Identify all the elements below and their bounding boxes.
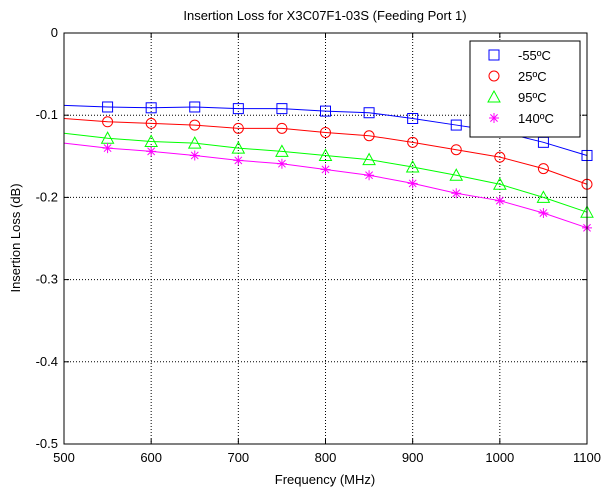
data-point <box>275 144 289 157</box>
axis-ticks <box>63 32 588 445</box>
legend-label: 140ºC <box>518 111 554 126</box>
data-point <box>145 117 157 129</box>
series-3 <box>63 131 594 218</box>
data-point <box>232 122 244 134</box>
x-tick-labels: 500 600 700 800 900 1000 1100 <box>53 450 601 465</box>
data-point <box>189 119 201 131</box>
legend: -55ºC 25ºC 95ºC 140ºC <box>469 40 581 138</box>
data-point <box>537 163 549 175</box>
data-point <box>318 148 333 161</box>
data-point <box>451 188 462 199</box>
y-tick-label: -0.5 <box>36 436 58 451</box>
x-tick-label: 900 <box>402 450 424 465</box>
x-tick-label: 700 <box>227 450 249 465</box>
x-tick-label: 1000 <box>485 450 514 465</box>
x-tick-label: 500 <box>53 450 75 465</box>
data-point <box>364 170 375 181</box>
legend-label: -55ºC <box>518 48 551 63</box>
y-tick-label: 0 <box>51 25 58 40</box>
data-point <box>536 190 551 203</box>
series-2 <box>63 116 593 190</box>
y-tick-label: -0.4 <box>36 354 58 369</box>
y-axis-label: Insertion Loss (dB) <box>8 183 23 292</box>
data-point <box>145 102 157 114</box>
data-point <box>102 143 113 154</box>
legend-label: 25ºC <box>518 69 547 84</box>
data-point <box>449 168 464 181</box>
data-point <box>276 158 287 169</box>
data-point <box>407 136 419 148</box>
data-point <box>187 136 202 149</box>
x-tick-label: 800 <box>315 450 337 465</box>
legend-marker <box>488 70 500 82</box>
data-point <box>189 101 201 113</box>
data-point <box>232 103 244 115</box>
data-point <box>450 144 462 156</box>
legend-marker <box>487 89 501 103</box>
data-point <box>189 150 200 161</box>
data-point <box>102 116 114 128</box>
data-point <box>363 107 375 119</box>
series-line <box>63 132 588 213</box>
x-axis-label: Frequency (MHz) <box>275 472 375 487</box>
y-tick-label: -0.1 <box>36 107 58 122</box>
data-point <box>320 126 331 138</box>
y-tick-labels: 0 -0.1 -0.2 -0.3 -0.4 -0.5 <box>36 25 58 451</box>
data-point <box>233 155 244 166</box>
x-tick-label: 600 <box>140 450 162 465</box>
data-point <box>494 195 505 206</box>
data-point <box>363 130 375 142</box>
y-tick-label: -0.3 <box>36 272 58 287</box>
data-point <box>407 178 418 189</box>
data-point <box>450 119 462 131</box>
data-point <box>538 208 549 219</box>
data-point <box>362 152 376 166</box>
chart-title: Insertion Loss for X3C07F1-03S (Feeding … <box>183 8 466 23</box>
legend-marker <box>489 113 499 123</box>
data-point <box>492 177 507 190</box>
legend-label: 95ºC <box>518 90 547 105</box>
x-tick-label: 1100 <box>573 450 601 465</box>
legend-box <box>469 40 581 138</box>
data-point <box>276 122 288 134</box>
series-line <box>63 117 588 185</box>
data-point <box>494 151 506 163</box>
data-point <box>405 159 420 173</box>
data-point <box>320 164 331 175</box>
data-point <box>102 101 114 113</box>
data-point <box>320 105 331 117</box>
data-point <box>146 146 157 157</box>
data-point <box>407 112 419 124</box>
legend-marker <box>488 49 500 61</box>
data-point <box>231 141 246 154</box>
data-point <box>276 103 288 115</box>
y-tick-label: -0.2 <box>36 189 58 204</box>
